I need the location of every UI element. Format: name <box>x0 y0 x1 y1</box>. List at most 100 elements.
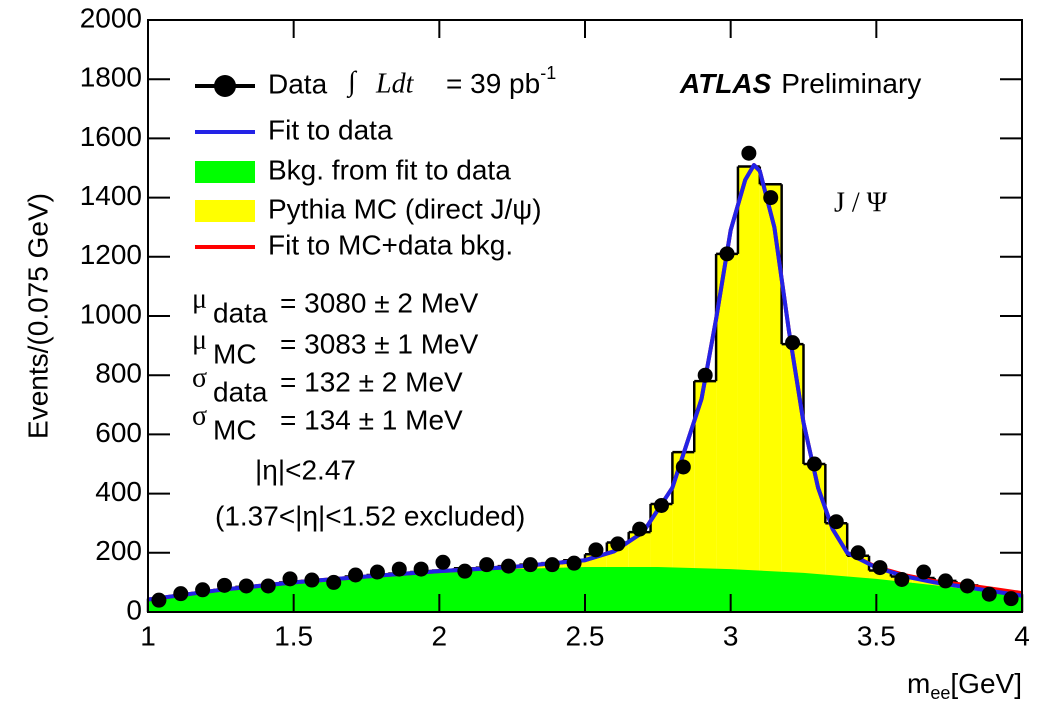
data-point <box>916 564 932 580</box>
plot-area <box>146 145 1024 612</box>
x-label-unit: [GeV] <box>950 668 1022 699</box>
x-tick-label: 4 <box>1014 620 1030 651</box>
x-tick-label: 2 <box>432 620 448 651</box>
stat-value: = 132 ± 2 MeV <box>280 366 463 397</box>
stat-value: = 3080 ± 2 MeV <box>280 287 479 318</box>
data-point <box>959 578 975 594</box>
data-point <box>348 567 364 583</box>
legend-symbol <box>195 200 255 222</box>
data-point <box>544 557 560 573</box>
legend-label: Data <box>268 68 328 99</box>
data-point <box>872 560 888 576</box>
fit-line <box>147 163 1023 602</box>
stat-value: = 3083 ± 1 MeV <box>280 328 479 359</box>
cut-label: |η|<2.47 <box>255 454 356 485</box>
legend-label: Fit to data <box>268 114 393 145</box>
x-label-sub: ee <box>930 683 950 703</box>
hist-bin <box>759 184 782 612</box>
resonance-label: J / Ψ <box>834 187 888 218</box>
data-point <box>981 586 997 602</box>
stat-symbol: σ <box>192 362 207 393</box>
stat-subscript: MC <box>213 338 257 369</box>
data-point <box>304 572 320 588</box>
x-tick-label: 3 <box>723 620 739 651</box>
y-tick-label: 0 <box>126 594 142 625</box>
lumi-text: Ldt <box>375 68 415 99</box>
data-point <box>785 335 801 351</box>
data-point <box>588 542 604 558</box>
data-point <box>216 577 232 593</box>
legend-label: Pythia MC (direct J/ψ) <box>268 193 542 224</box>
cut-label: (1.37<|η|<1.52 excluded) <box>215 500 525 531</box>
experiment-name: ATLAS <box>679 68 772 99</box>
data-point <box>195 582 211 598</box>
data-point <box>610 536 626 552</box>
data-point <box>828 514 844 530</box>
data-point <box>697 367 713 383</box>
y-tick-label: 1000 <box>80 298 142 329</box>
experiment-label: ATLAS Preliminary <box>679 68 921 99</box>
data-point <box>850 545 866 561</box>
x-label-main: m <box>907 668 930 699</box>
data-point <box>282 571 298 587</box>
data-point <box>238 578 254 594</box>
y-tick-label: 2000 <box>80 2 142 33</box>
x-tick-label: 3.5 <box>857 620 896 651</box>
data-point <box>675 459 691 475</box>
data-point <box>719 246 735 262</box>
x-axis-label: mee[GeV] <box>907 668 1022 702</box>
data-point <box>501 558 517 574</box>
data-point <box>435 554 451 570</box>
x-tick-label: 1 <box>140 620 156 651</box>
y-tick-label: 1400 <box>80 180 142 211</box>
axes: 0 200 400 600 800 1000 1200 1400 1600 1800 2000 1 1.… <box>80 2 1030 651</box>
data-point <box>413 561 429 577</box>
stat-subscript: data <box>213 297 268 328</box>
data-point <box>457 563 473 579</box>
stat-value: = 134 ± 1 MeV <box>280 404 463 435</box>
stat-subscript: data <box>213 376 268 407</box>
data-point <box>741 145 757 161</box>
data-point <box>479 557 495 573</box>
data-point <box>1003 591 1019 607</box>
stat-symbol: σ <box>192 400 207 431</box>
stat-symbol: μ <box>192 324 207 355</box>
legend-label: Fit to MC+data bkg. <box>268 229 513 260</box>
data-point <box>566 555 582 571</box>
y-tick-label: 600 <box>95 417 142 448</box>
y-tick-label: 1800 <box>80 62 142 93</box>
lumi-integral: ∫ <box>346 66 358 98</box>
experiment-status: Preliminary <box>781 68 921 99</box>
data-point <box>326 574 342 590</box>
legend-symbol <box>214 75 236 97</box>
data-point <box>369 564 385 580</box>
y-axis-label: Events/(0.075 GeV) <box>22 193 53 439</box>
hist-bin <box>716 253 738 612</box>
data-point <box>894 571 910 587</box>
y-tick-label: 200 <box>95 535 142 566</box>
x-tick-label: 2.5 <box>566 620 605 651</box>
hist-bin <box>694 381 717 612</box>
data-point <box>391 561 407 577</box>
x-tick-label: 1.5 <box>274 620 313 651</box>
stat-subscript: MC <box>213 414 257 445</box>
data-point <box>260 578 276 594</box>
data-point <box>632 521 648 537</box>
legend: Data Fit to data Bkg. from fit to data Pyth… <box>195 68 542 260</box>
data-point <box>173 586 189 602</box>
data-point <box>653 497 669 513</box>
y-tick-label: 1200 <box>80 239 142 270</box>
lumi-eq: = 39 pb <box>446 68 540 99</box>
hist-bin <box>737 166 760 612</box>
y-tick-label: 400 <box>95 476 142 507</box>
data-point <box>763 190 779 206</box>
data-point <box>806 456 822 472</box>
lumi-sup: -1 <box>540 63 556 83</box>
y-tick-label: 800 <box>95 358 142 389</box>
hist-bin <box>781 344 804 612</box>
stat-symbol: μ <box>192 283 207 314</box>
y-tick-label: 1600 <box>80 121 142 152</box>
data-point <box>938 573 954 589</box>
